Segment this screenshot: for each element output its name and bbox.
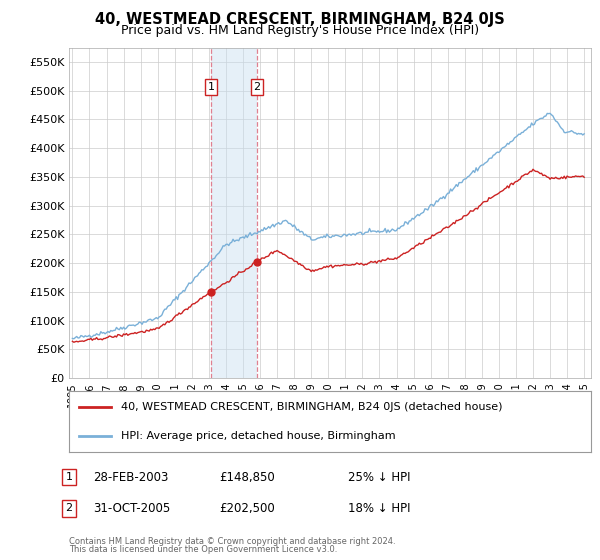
- Text: 40, WESTMEAD CRESCENT, BIRMINGHAM, B24 0JS (detached house): 40, WESTMEAD CRESCENT, BIRMINGHAM, B24 0…: [121, 402, 503, 412]
- Text: 40, WESTMEAD CRESCENT, BIRMINGHAM, B24 0JS: 40, WESTMEAD CRESCENT, BIRMINGHAM, B24 0…: [95, 12, 505, 27]
- Text: 2: 2: [65, 503, 73, 514]
- Text: Contains HM Land Registry data © Crown copyright and database right 2024.: Contains HM Land Registry data © Crown c…: [69, 537, 395, 546]
- Text: 18% ↓ HPI: 18% ↓ HPI: [348, 502, 410, 515]
- Text: 1: 1: [208, 82, 214, 92]
- Text: 1: 1: [65, 472, 73, 482]
- Text: £148,850: £148,850: [219, 470, 275, 484]
- Text: Price paid vs. HM Land Registry's House Price Index (HPI): Price paid vs. HM Land Registry's House …: [121, 24, 479, 36]
- Text: HPI: Average price, detached house, Birmingham: HPI: Average price, detached house, Birm…: [121, 431, 396, 441]
- Text: 31-OCT-2005: 31-OCT-2005: [93, 502, 170, 515]
- Text: 25% ↓ HPI: 25% ↓ HPI: [348, 470, 410, 484]
- Bar: [211, 48, 257, 378]
- Text: £202,500: £202,500: [219, 502, 275, 515]
- Text: 2: 2: [254, 82, 261, 92]
- Text: This data is licensed under the Open Government Licence v3.0.: This data is licensed under the Open Gov…: [69, 545, 337, 554]
- Text: 28-FEB-2003: 28-FEB-2003: [93, 470, 169, 484]
